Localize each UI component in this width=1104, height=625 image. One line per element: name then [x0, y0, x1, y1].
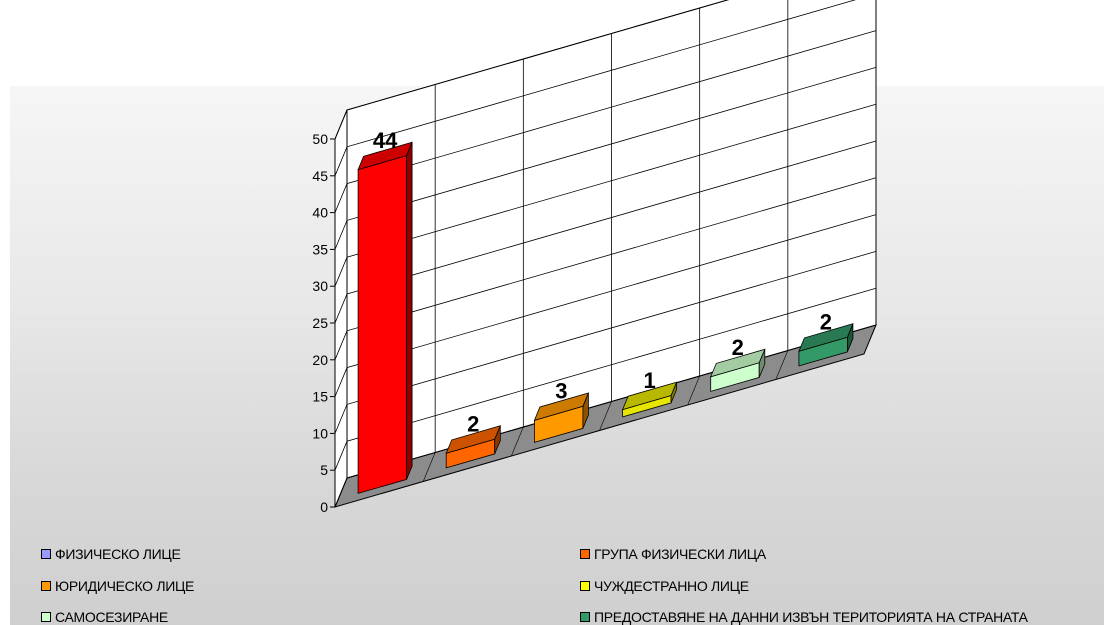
bar-1 — [445, 425, 501, 469]
y-tick-label: 20 — [312, 352, 328, 368]
legend-label: ГРУПА ФИЗИЧЕСКИ ЛИЦА — [594, 546, 766, 562]
data-label: 44 — [373, 128, 398, 153]
bar-top-face — [621, 381, 678, 411]
data-label: 3 — [555, 379, 567, 404]
legend-label: ПРЕДОСТАВЯНЕ НА ДАННИ ИЗВЪН ТЕРИТОРИЯТА … — [594, 609, 1028, 625]
legend-item-self-referral: САМОСЕЗИРАНЕ — [41, 609, 168, 625]
y-tick-label: 5 — [320, 462, 328, 478]
legend-swatch — [580, 581, 590, 591]
bar-side-face — [406, 142, 413, 480]
bar-0 — [357, 141, 413, 494]
legend-item-legal-entity: ЮРИДИЧЕСКО ЛИЦЕ — [41, 578, 194, 594]
y-tick-label: 15 — [312, 389, 328, 405]
y-tick-label: 45 — [312, 168, 328, 184]
legend-label: ЮРИДИЧЕСКО ЛИЦЕ — [55, 578, 195, 594]
bar-top-face — [710, 348, 766, 378]
y-tick-label: 35 — [312, 241, 328, 257]
legend-swatch — [580, 549, 590, 559]
floor-gridline — [599, 401, 612, 431]
bar-top-face — [357, 141, 413, 171]
legend-label: САМОСЕЗИРАНЕ — [55, 609, 168, 625]
bar-4 — [710, 348, 766, 392]
y-tick-label: 50 — [312, 131, 328, 147]
bar-2 — [533, 392, 590, 443]
bar-front-face — [357, 155, 408, 494]
legend-item-group: ГРУПА ФИЗИЧЕСКИ ЛИЦА — [580, 546, 766, 562]
data-label: 2 — [467, 412, 479, 437]
legend-label: ФИЗИЧЕСКО ЛИЦЕ — [55, 546, 181, 562]
legend-swatch — [41, 612, 51, 622]
data-label: 1 — [643, 368, 655, 393]
bar-3 — [621, 381, 678, 418]
floor-gridline — [687, 375, 700, 406]
y-tick-label: 25 — [312, 315, 328, 331]
floor-gridline — [775, 350, 789, 380]
legend-swatch — [580, 612, 590, 622]
legend-item-individual: ФИЗИЧЕСКО ЛИЦЕ — [41, 546, 181, 562]
y-tick-label: 10 — [312, 425, 328, 441]
legend-swatch — [41, 549, 51, 559]
floor-gridline — [422, 452, 436, 482]
legend-swatch — [41, 581, 51, 591]
y-tick-label: 0 — [320, 499, 328, 515]
legend-item-data-abroad: ПРЕДОСТАВЯНЕ НА ДАННИ ИЗВЪН ТЕРИТОРИЯТА … — [580, 609, 1028, 625]
legend-label: ЧУЖДЕСТРАННО ЛИЦЕ — [594, 578, 749, 594]
data-label: 2 — [820, 310, 832, 335]
bar-top-face — [798, 323, 854, 352]
bar-top-face — [445, 425, 501, 454]
bar-top-face — [533, 392, 590, 422]
y-tick-label: 40 — [312, 205, 328, 221]
y-tick-label: 30 — [312, 278, 328, 294]
legend-item-foreign-person: ЧУЖДЕСТРАННО ЛИЦЕ — [580, 578, 749, 594]
floor-gridline — [511, 426, 524, 457]
bar-5 — [798, 323, 854, 367]
data-label: 2 — [732, 335, 744, 360]
